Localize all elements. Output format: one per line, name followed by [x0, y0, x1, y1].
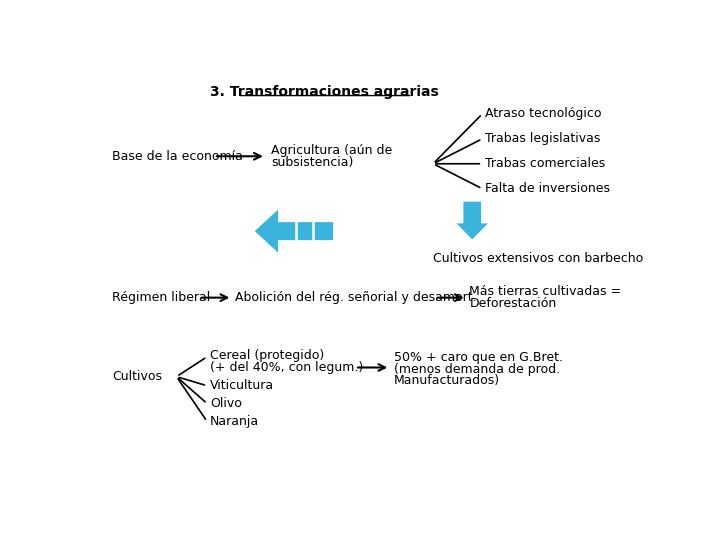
Text: Más tierras cultivadas =: Más tierras cultivadas = — [469, 285, 621, 298]
Text: Falta de inversiones: Falta de inversiones — [485, 182, 610, 195]
Text: (+ del 40%, con legum.): (+ del 40%, con legum.) — [210, 361, 363, 374]
Text: Trabas legislativas: Trabas legislativas — [485, 132, 600, 145]
Polygon shape — [253, 207, 334, 255]
Text: Trabas comerciales: Trabas comerciales — [485, 157, 606, 170]
Text: Naranja: Naranja — [210, 415, 259, 428]
Text: Régimen liberal: Régimen liberal — [112, 291, 210, 304]
Text: Olivo: Olivo — [210, 397, 242, 410]
Text: subsistencia): subsistencia) — [271, 156, 354, 169]
Text: Manufacturados): Manufacturados) — [394, 374, 500, 387]
Polygon shape — [455, 201, 490, 240]
Text: Cultivos: Cultivos — [112, 370, 162, 383]
Text: Cultivos extensivos con barbecho: Cultivos extensivos con barbecho — [433, 252, 644, 265]
Text: Viticultura: Viticultura — [210, 379, 274, 392]
Text: Atraso tecnológico: Atraso tecnológico — [485, 107, 602, 120]
Text: 3. Transformaciones agrarias: 3. Transformaciones agrarias — [210, 85, 438, 99]
Text: Cereal (protegido): Cereal (protegido) — [210, 349, 324, 362]
Text: Base de la economía: Base de la economía — [112, 150, 243, 163]
Text: 50% + caro que en G.Bret.: 50% + caro que en G.Bret. — [394, 352, 563, 365]
Text: Abolición del rég. señorial y desamort.: Abolición del rég. señorial y desamort. — [235, 291, 477, 304]
Text: (menos demanda de prod.: (menos demanda de prod. — [394, 363, 560, 376]
Text: Agricultura (aún de: Agricultura (aún de — [271, 144, 392, 157]
Text: Deforestación: Deforestación — [469, 298, 557, 310]
